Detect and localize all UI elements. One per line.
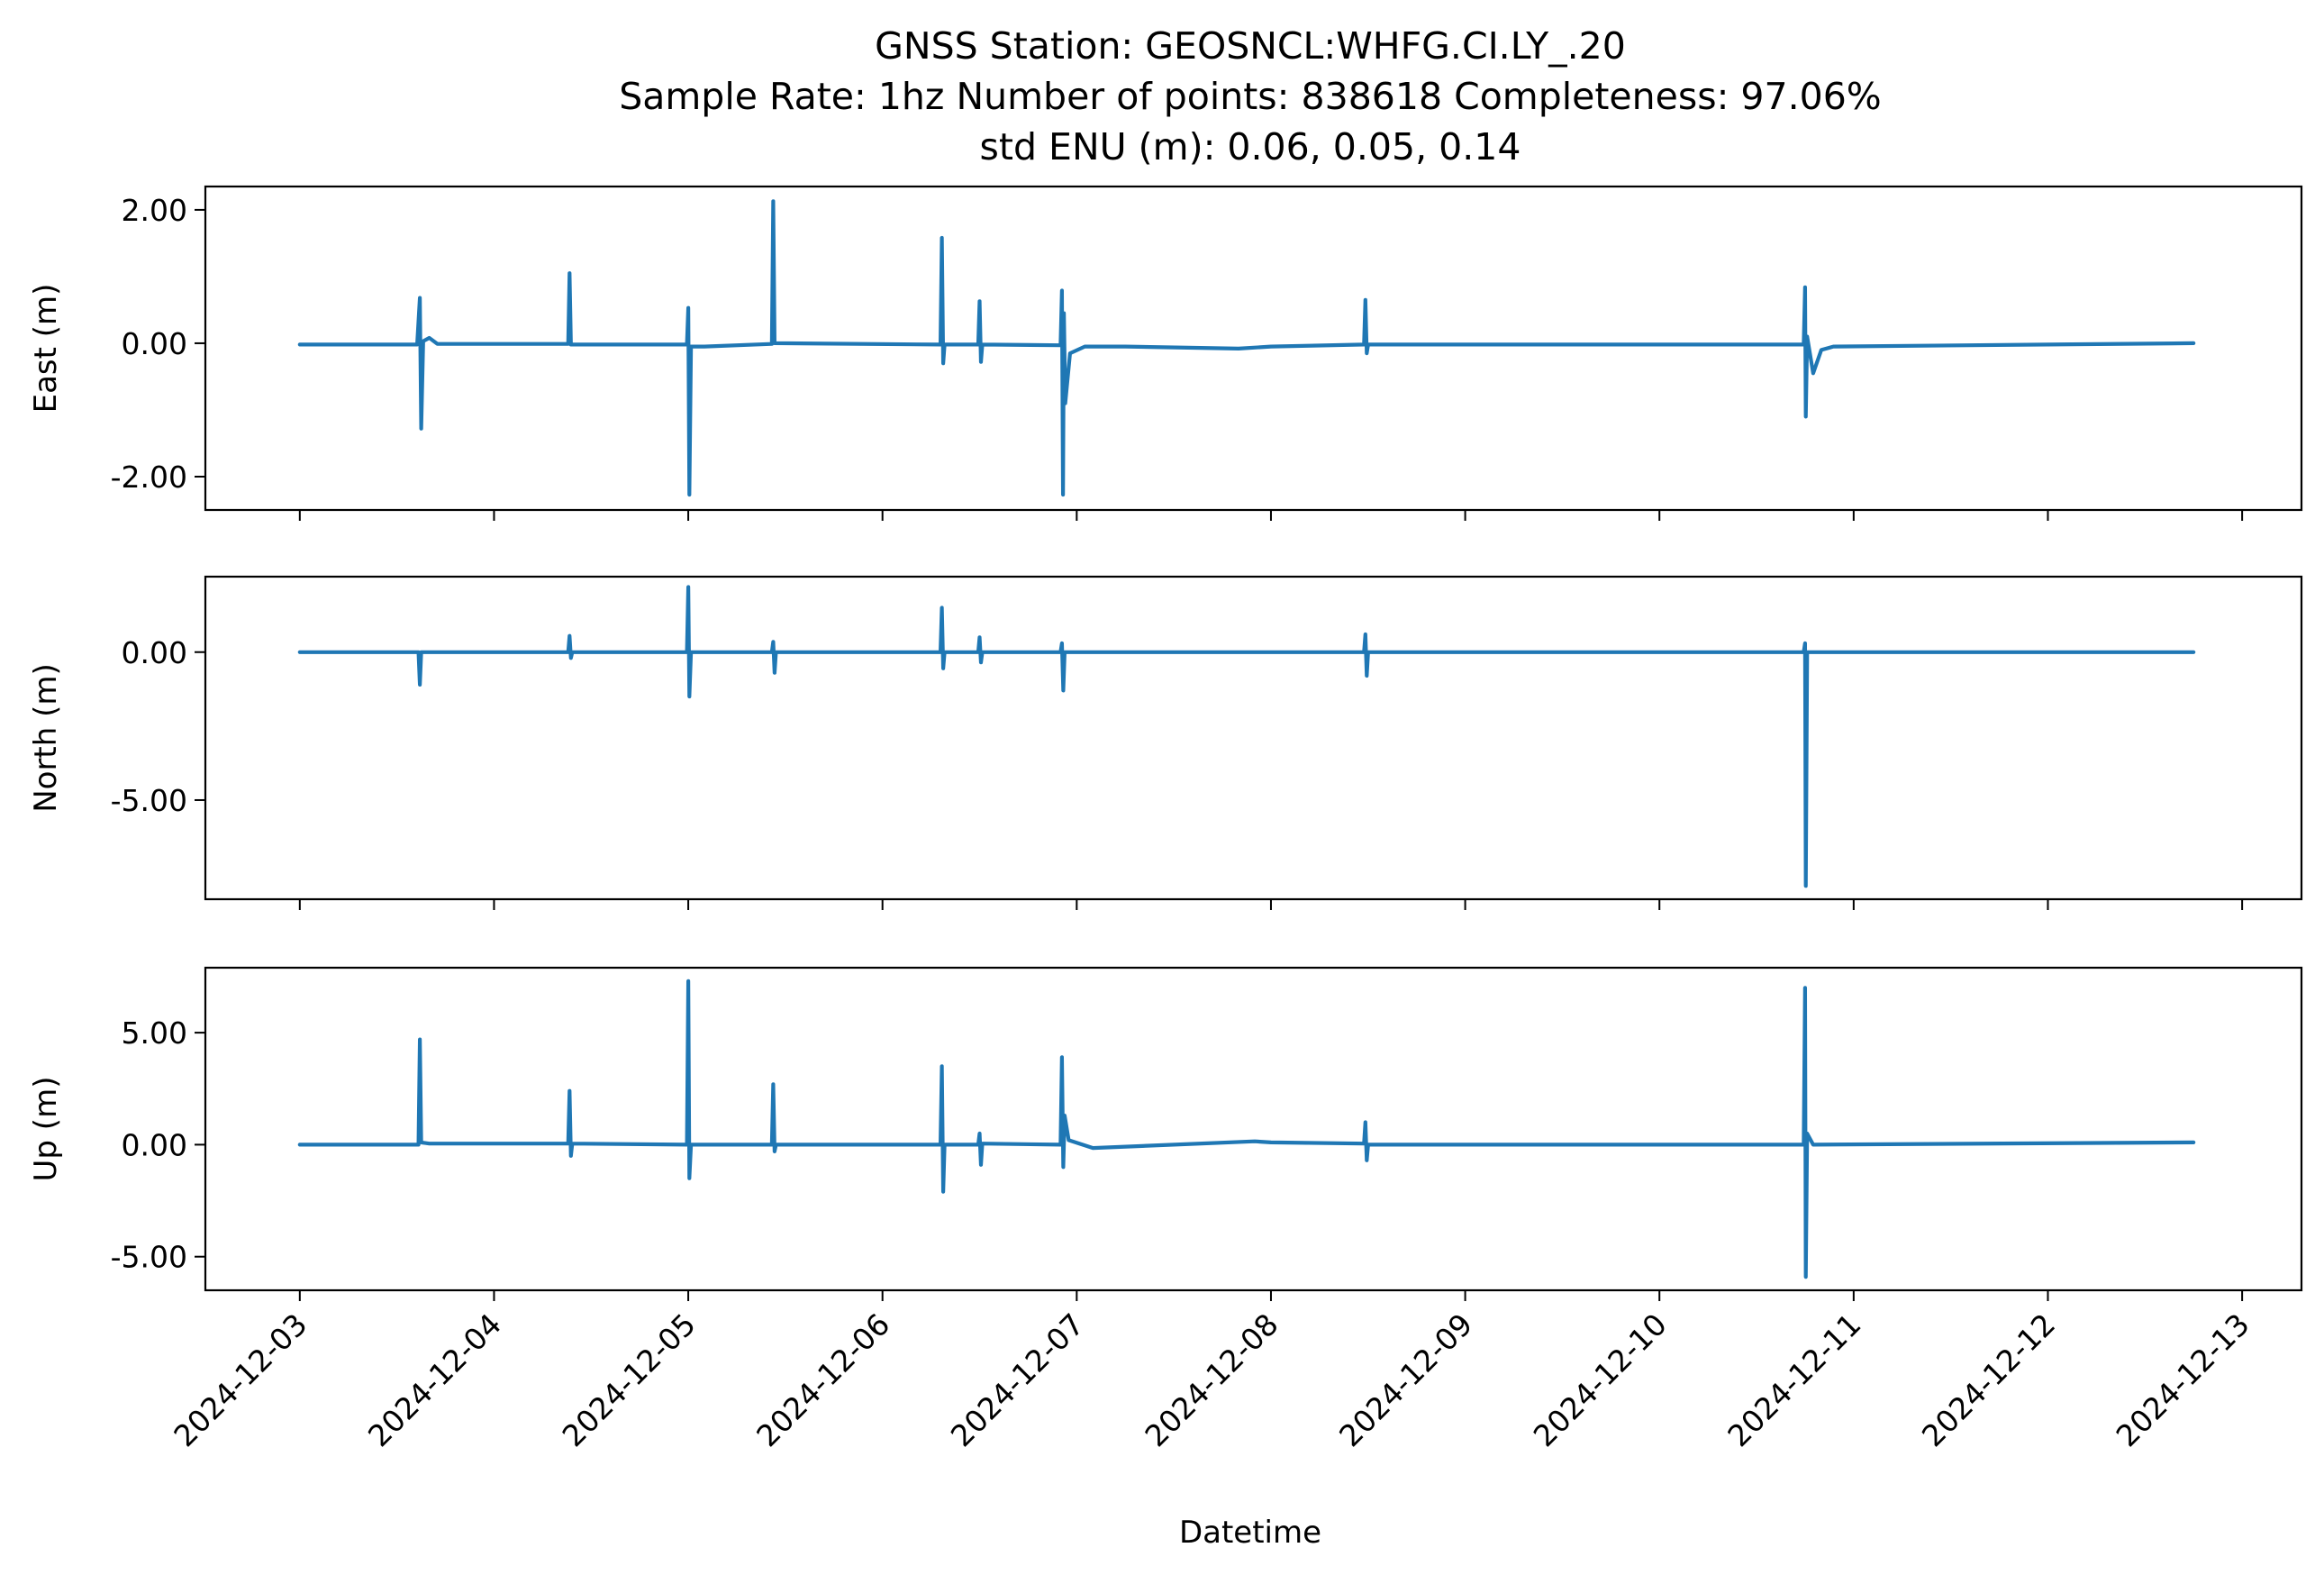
x-tick-label: 2024-12-06 (749, 1306, 896, 1453)
y-tick-label-north: 0.00 (122, 635, 187, 670)
x-tick-label: 2024-12-04 (361, 1306, 508, 1453)
x-tick-label: 2024-12-09 (1332, 1306, 1479, 1453)
y-axis-label-east: East (m) (28, 284, 64, 414)
series-line-up (297, 979, 2196, 1279)
x-tick-label: 2024-12-03 (167, 1306, 313, 1453)
y-tick-label-north: -5.00 (111, 783, 187, 818)
title-line-std: std ENU (m): 0.06, 0.05, 0.14 (980, 125, 1521, 168)
axes-frame-up (204, 966, 2303, 1292)
series-line-east (297, 199, 2196, 497)
title-line-sampling: Sample Rate: 1hz Number of points: 83861… (619, 75, 1882, 118)
x-tick-label: 2024-12-13 (2110, 1306, 2256, 1453)
y-tick-label-up: 5.00 (122, 1015, 187, 1051)
x-tick-label: 2024-12-07 (944, 1306, 1091, 1453)
axes-frame-north (204, 575, 2303, 901)
panel-east: -2.00 0.00 2.00 East (m) (28, 185, 2303, 521)
y-tick-label-up: 0.00 (122, 1127, 187, 1162)
panel-north: -5.00 0.00 North (m) (28, 575, 2303, 910)
panel-up: -5.00 0.00 5.00 Up (m) 2024-12-03 2024-12-04 2… (28, 966, 2303, 1453)
chart-title: GNSS Station: GEOSNCL:WHFG.CI.LY_.20 Sam… (619, 24, 1882, 168)
x-axis-label: Datetime (1179, 1515, 1321, 1551)
y-tick-label-east: -2.00 (111, 460, 187, 495)
y-tick-label-east: 0.00 (122, 326, 187, 361)
x-tick-label: 2024-12-11 (1720, 1306, 1867, 1453)
axes-frame-east (204, 185, 2303, 512)
x-tick-label: 2024-12-10 (1527, 1306, 1674, 1453)
x-tick-label: 2024-12-12 (1915, 1306, 2062, 1453)
x-tick-label: 2024-12-05 (556, 1306, 703, 1453)
y-axis-label-north: North (m) (28, 663, 64, 813)
series-line-north (297, 585, 2196, 888)
y-axis-label-up: Up (m) (28, 1077, 64, 1182)
y-tick-label-up: -5.00 (111, 1240, 187, 1275)
title-line-station: GNSS Station: GEOSNCL:WHFG.CI.LY_.20 (875, 24, 1626, 68)
y-tick-label-east: 2.00 (122, 193, 187, 228)
x-tick-label: 2024-12-08 (1138, 1306, 1285, 1453)
